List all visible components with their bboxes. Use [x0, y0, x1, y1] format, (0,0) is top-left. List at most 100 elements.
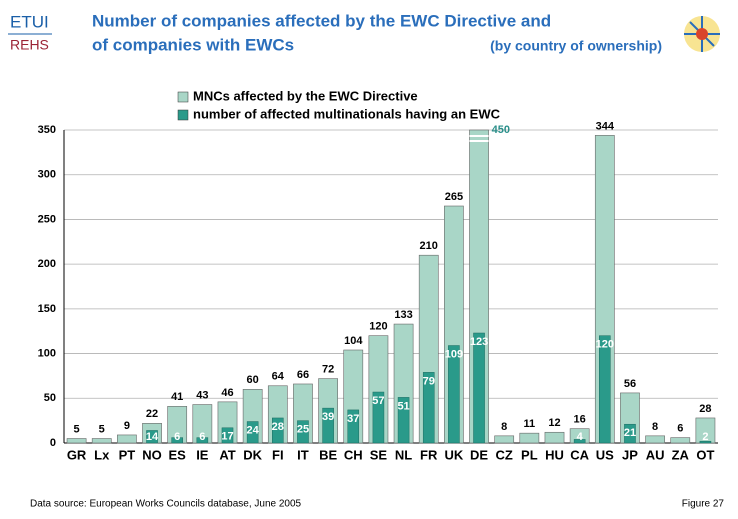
- bar: [473, 332, 485, 444]
- data-label: 46: [221, 387, 233, 399]
- data-label: 2: [702, 431, 708, 443]
- y-tick-label: 200: [38, 258, 56, 270]
- x-tick-label: NO: [142, 447, 162, 462]
- data-label: 60: [247, 374, 259, 386]
- data-label: 8: [652, 421, 658, 433]
- bar: [372, 391, 385, 444]
- bar: [322, 407, 334, 444]
- y-tick-label: 350: [38, 124, 56, 136]
- bar: [699, 440, 712, 444]
- data-label: 5: [99, 423, 105, 435]
- data-label: 66: [297, 369, 309, 381]
- bar: [422, 372, 435, 444]
- data-label: 9: [124, 420, 130, 432]
- logo-bottom: REHS: [10, 37, 49, 53]
- x-tick-label: NL: [395, 447, 412, 462]
- bar: [645, 435, 665, 444]
- bar: [670, 437, 691, 444]
- x-tick-label: DE: [470, 447, 488, 462]
- x-tick-label: PL: [521, 447, 538, 462]
- x-tick-label: HU: [545, 447, 564, 462]
- data-label: 6: [174, 431, 180, 443]
- data-label: 39: [322, 411, 334, 423]
- x-tick-label: FR: [420, 447, 438, 462]
- data-label: 51: [397, 400, 409, 412]
- x-tick-label: OT: [696, 447, 714, 462]
- y-tick-label: 50: [44, 392, 56, 404]
- data-label: 43: [196, 389, 208, 401]
- y-tick-label: 250: [38, 213, 56, 225]
- data-label: 12: [548, 417, 560, 429]
- x-tick-label: SE: [370, 447, 388, 462]
- x-tick-label: CH: [344, 447, 363, 462]
- x-tick-label: JP: [622, 447, 638, 462]
- x-tick-label: ZA: [672, 447, 690, 462]
- logo-top: ETUI: [10, 12, 49, 31]
- x-tick-label: DK: [243, 447, 262, 462]
- data-label: 120: [596, 339, 614, 351]
- title-line: of companies with EWCs: [92, 35, 294, 54]
- x-tick-label: CZ: [496, 447, 513, 462]
- bar: [347, 409, 360, 444]
- logo-icon: [684, 16, 720, 52]
- y-tick-label: 100: [38, 347, 56, 359]
- data-label: 133: [394, 309, 412, 321]
- data-label: 72: [322, 364, 334, 376]
- bar: [494, 435, 515, 444]
- y-tick-label: 0: [50, 437, 56, 449]
- x-tick-label: CA: [570, 447, 589, 462]
- bar: [573, 439, 586, 444]
- x-tick-label: PT: [119, 447, 136, 462]
- bar: [448, 345, 460, 444]
- bar: [397, 397, 410, 444]
- data-label: 4: [577, 431, 584, 443]
- data-label: 14: [146, 431, 159, 443]
- data-label: 109: [445, 348, 463, 360]
- x-tick-label: US: [596, 447, 614, 462]
- bar: [624, 423, 636, 444]
- x-tick-label: IT: [297, 447, 309, 462]
- x-tick-label: AU: [646, 447, 665, 462]
- data-label: 64: [272, 371, 285, 383]
- bar: [196, 437, 209, 444]
- x-tick-label: BE: [319, 447, 337, 462]
- bar: [297, 420, 309, 444]
- bar: [66, 438, 87, 444]
- data-label: 5: [74, 423, 80, 435]
- title-line: Number of companies affected by the EWC …: [92, 11, 551, 30]
- bar: [599, 335, 611, 444]
- bar: [519, 432, 540, 444]
- x-tick-label: FI: [272, 447, 284, 462]
- bar: [146, 430, 158, 444]
- bar: [221, 427, 234, 444]
- bar: [544, 431, 565, 444]
- data-label: 6: [677, 423, 683, 435]
- data-label: 28: [699, 403, 711, 415]
- x-tick-label: AT: [219, 447, 235, 462]
- data-label: 22: [146, 408, 158, 420]
- bar: [246, 421, 259, 444]
- source: Data source: European Works Councils dat…: [30, 499, 302, 510]
- data-label: 17: [221, 431, 233, 443]
- data-label: 24: [247, 424, 260, 436]
- y-tick-label: 150: [38, 303, 56, 315]
- legend-swatch: [177, 109, 189, 121]
- data-label: 57: [372, 395, 384, 407]
- data-label: 56: [624, 378, 636, 390]
- data-label: 120: [369, 321, 387, 333]
- data-label: 41: [171, 391, 183, 403]
- data-label: 16: [574, 414, 586, 426]
- bar: [117, 434, 137, 444]
- data-label: 450: [492, 124, 510, 136]
- y-tick-label: 300: [38, 169, 56, 181]
- x-tick-label: ES: [169, 447, 187, 462]
- data-label: 210: [420, 240, 438, 252]
- data-label: 123: [470, 336, 488, 348]
- data-label: 265: [445, 191, 463, 203]
- legend-swatch: [177, 91, 189, 103]
- data-label: 6: [199, 431, 205, 443]
- subtitle: (by country of ownership): [490, 38, 662, 54]
- x-tick-label: Lx: [94, 447, 110, 462]
- x-tick-label: GR: [67, 447, 87, 462]
